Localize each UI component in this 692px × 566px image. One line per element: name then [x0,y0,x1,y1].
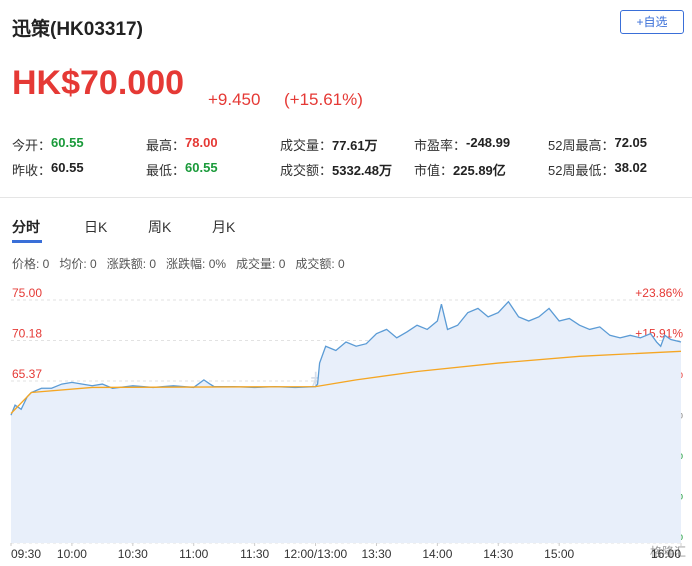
x-tick-label: 15:00 [544,547,574,561]
x-tick-label: 14:30 [483,547,513,561]
stat-label: 昨收： [12,163,52,178]
stat-value: 60.55 [185,160,218,175]
info-item: 均价: 0 [59,257,97,271]
x-tick-label: 12:00/13:00 [284,547,348,561]
stat-value: 38.02 [614,160,648,175]
x-tick-label: 11:30 [240,547,269,561]
y-tick-label: 70.18 [12,327,42,341]
y2-tick-label: +23.86% [635,286,683,300]
stat-label: 市盈率： [414,138,467,153]
stat-value: -248.99 [466,135,511,150]
tab[interactable]: 月K [212,219,236,235]
stat-value: 60.55 [51,160,84,175]
stat-label: 成交量： [280,138,333,153]
stat-value: 5332.48万 [332,163,393,178]
x-tick-label: 13:30 [361,547,391,561]
stat-value: 225.89亿 [453,163,506,178]
x-tick-label: 10:30 [118,547,148,561]
logo: 格隆汇 [650,544,686,559]
x-tick-label: 11:00 [179,547,208,561]
divider [0,197,692,198]
info-item: 价格: 0 [12,257,50,271]
tab[interactable]: 日K [84,219,108,235]
info-item: 成交量: 0 [236,257,286,271]
y-tick-label: 65.37 [12,367,42,381]
price-area [11,301,681,543]
chart: 格隆汇格隆汇75.0070.1865.3760.5555.7350.9246.1… [10,286,686,561]
x-tick-label: 10:00 [57,547,87,561]
stock-title: 迅策(HK03317) [12,19,143,40]
stat-label: 市值： [414,163,454,178]
stat-label: 成交额： [280,163,333,178]
stat-value: 72.05 [614,135,648,150]
stat-value: 78.00 [185,135,218,150]
tab-underline [12,240,42,243]
stat-label: 今开： [12,138,52,153]
tab[interactable]: 周K [148,219,172,235]
stat-label: 52周最低： [548,163,615,178]
x-tick-label: 16:00 [651,547,681,561]
avg-line [10,350,682,414]
info-item: 涨跌额: 0 [106,257,157,271]
stat-value: 60.55 [51,135,84,150]
tab[interactable]: 分时 [12,219,40,235]
x-tick-label: 09:30 [11,547,41,561]
change: +9.450 [208,90,261,109]
x-tick-label: 14:00 [422,547,452,561]
info-item: 涨跌幅: 0% [166,257,227,271]
stat-value: 77.61万 [332,138,378,153]
stat-label: 最低： [146,163,186,178]
stat-label: 52周最高： [548,138,615,153]
price: HK$70.000 [12,64,185,102]
watch-button[interactable]: +自选 [620,10,684,34]
info-item: 成交额: 0 [295,257,345,271]
change-pct: (+15.61%) [284,90,363,109]
stat-label: 最高： [146,138,186,153]
y-tick-label: 75.00 [12,286,42,300]
